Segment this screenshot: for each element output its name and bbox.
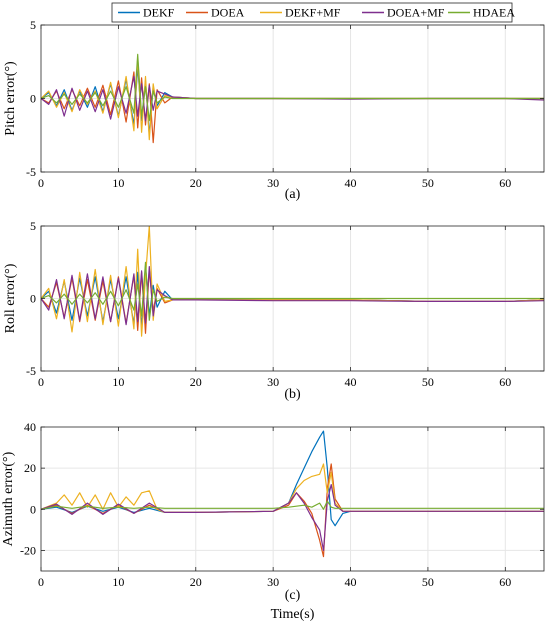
x-tick-label: 20 [190,375,202,389]
y-tick-label: 0 [30,292,36,306]
x-tick-label: 30 [267,575,279,589]
x-tick-label: 10 [112,176,124,190]
panel-3: 0 10 20 30 40 50 60 -20 0 20 40 Azimuth error(°) (c)… [1,420,545,622]
x-tick-label: 0 [38,176,44,190]
series-line-dekf [41,430,544,527]
x-tick-label: 30 [267,176,279,190]
y-tick-label: -5 [26,364,36,378]
panel-caption: (b) [284,387,301,402]
x-tick-label: 60 [499,176,511,190]
x-tick-label: 0 [38,375,44,389]
y-axis-label: Roll error(°) [3,263,18,333]
series-line-doea [41,463,544,558]
x-tick-label: 0 [38,575,44,589]
series-line-dekf [41,266,544,329]
series-line-hdaea [41,53,544,122]
y-tick-label: 5 [30,18,36,32]
legend-label: DOEA [211,6,245,20]
x-tick-label: 40 [345,176,357,190]
x-tick-label: 10 [112,575,124,589]
y-tick-label: -5 [26,165,36,179]
x-tick-label: 10 [112,375,124,389]
legend-label: DEKF [143,6,175,20]
series-line-hdaea [41,500,544,510]
plot-frame [40,426,545,572]
x-axis-label: Time(s) [271,607,315,622]
x-tick-label: 20 [190,176,202,190]
panel-caption: (a) [285,187,301,202]
legend-label: HDAEA [473,6,515,20]
panel-caption: (c) [285,588,301,603]
y-tick-label: 40 [24,420,36,434]
series-line-doea-mf [41,484,544,552]
x-tick-label: 50 [422,176,434,190]
legend-label: DEKF+MF [285,6,341,20]
y-tick-label: 0 [30,502,36,516]
y-axis-label: Azimuth error(°) [1,451,16,546]
y-tick-label: 5 [30,219,36,233]
x-tick-label: 40 [345,375,357,389]
legend-label: DOEA+MF [387,6,445,20]
series-line-doea-mf [41,266,544,326]
x-tick-label: 50 [422,575,434,589]
series-line-dekf [41,65,544,136]
x-tick-label: 60 [499,575,511,589]
x-tick-label: 50 [422,375,434,389]
legend-box [111,2,513,23]
x-tick-label: 30 [267,375,279,389]
x-tick-label: 40 [345,575,357,589]
series-line-dekf-mf [41,226,544,337]
series-line-hdaea [41,261,544,321]
x-tick-label: 20 [190,575,202,589]
chart-legend: DEKF DOEA DEKF+MF DOEA+MF HDAEA [111,2,515,23]
x-tick-label: 60 [499,375,511,389]
y-tick-label: -20 [20,543,36,557]
y-tick-label: 0 [30,92,36,106]
y-tick-label: 20 [24,461,36,475]
y-axis-label: Pitch error(°) [3,61,18,136]
